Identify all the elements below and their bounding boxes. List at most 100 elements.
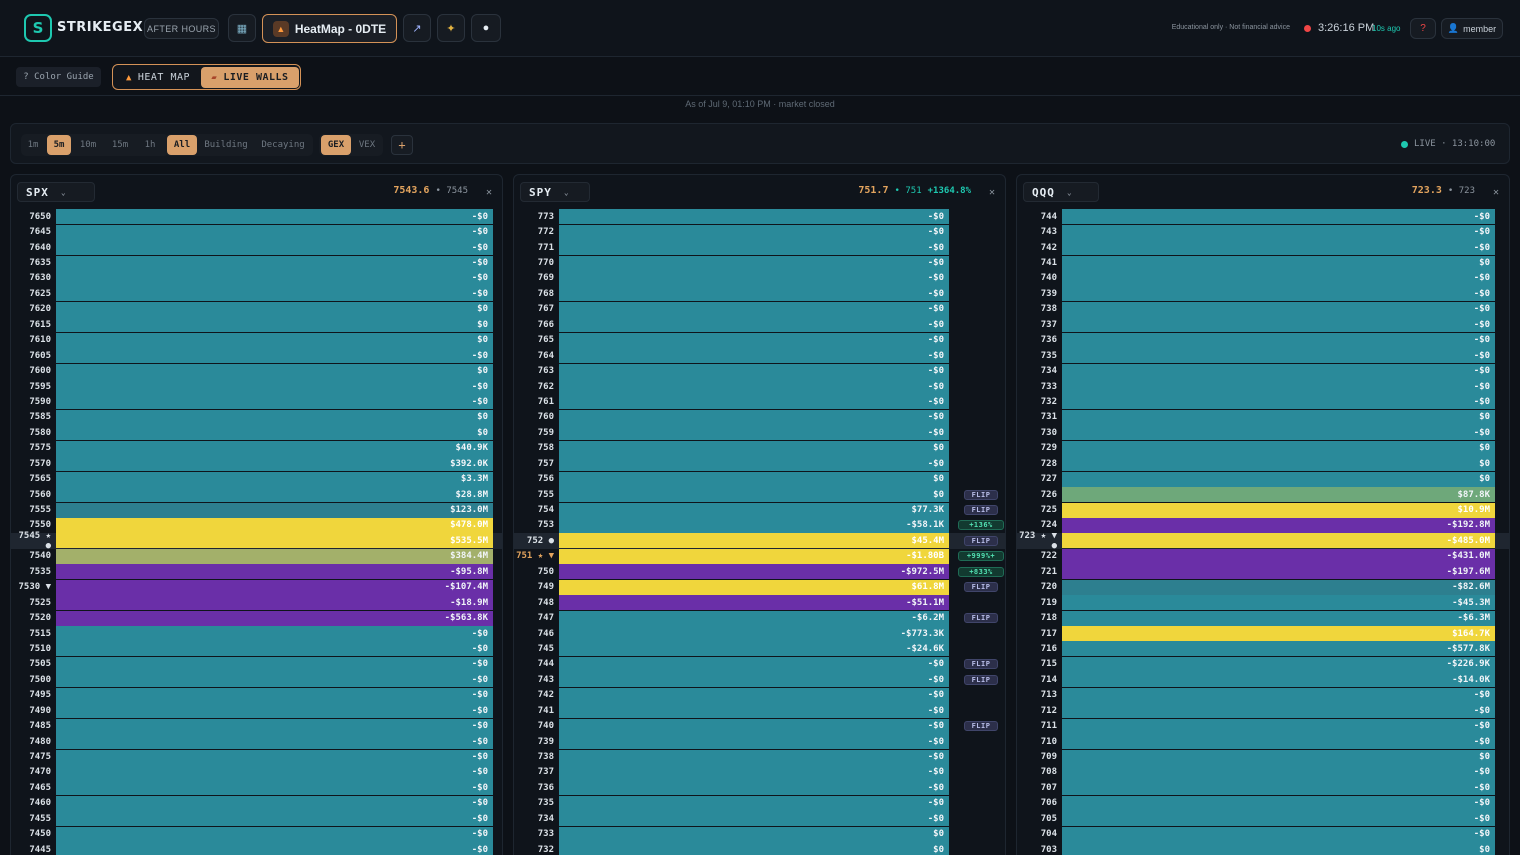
- strike-row[interactable]: 7500 -$0: [11, 672, 502, 688]
- strike-row[interactable]: 7610 $0: [11, 332, 502, 348]
- strike-row[interactable]: 730 -$0: [1017, 425, 1509, 441]
- strike-row[interactable]: 727 $0: [1017, 471, 1509, 487]
- strike-row[interactable]: 738 -$0: [1017, 301, 1509, 317]
- strike-row[interactable]: 7575 $40.9K: [11, 440, 502, 456]
- strike-row[interactable]: 733 -$0: [1017, 379, 1509, 395]
- strike-row[interactable]: 7560 $28.8M: [11, 487, 502, 503]
- strike-row[interactable]: 708 -$0: [1017, 764, 1509, 780]
- circle-tool-button[interactable]: ●: [471, 14, 501, 42]
- strike-row[interactable]: 754 $77.3K FLIP: [514, 502, 1005, 518]
- close-icon[interactable]: ✕: [1492, 187, 1499, 198]
- strike-row[interactable]: 7645 -$0: [11, 224, 502, 240]
- strike-row[interactable]: 760 -$0: [514, 409, 1005, 425]
- strike-row[interactable]: 7565 $3.3M: [11, 471, 502, 487]
- sparkle-tool-button[interactable]: ✦: [437, 14, 465, 42]
- strike-row[interactable]: 716 -$577.8K: [1017, 641, 1509, 657]
- book-button[interactable]: ▦: [228, 14, 256, 42]
- strike-row[interactable]: 7605 -$0: [11, 348, 502, 364]
- strike-row[interactable]: 7510 -$0: [11, 641, 502, 657]
- strike-row[interactable]: 7555 $123.0M: [11, 502, 502, 518]
- strike-row[interactable]: 709 $0: [1017, 749, 1509, 765]
- strike-row[interactable]: 746 -$773.3K: [514, 626, 1005, 642]
- strike-row[interactable]: 7470 -$0: [11, 764, 502, 780]
- strike-row[interactable]: 724 -$192.8M: [1017, 517, 1509, 533]
- add-panel-button[interactable]: +: [391, 135, 413, 155]
- strike-row[interactable]: 751 ★ ▼ -$1.80B +999%+: [514, 548, 1005, 564]
- strike-row[interactable]: 7590 -$0: [11, 394, 502, 410]
- strike-row[interactable]: 7490 -$0: [11, 703, 502, 719]
- strike-row[interactable]: 755 $0 FLIP: [514, 487, 1005, 503]
- strike-row[interactable]: 738 -$0: [514, 749, 1005, 765]
- symbol-select[interactable]: SPY ⌄: [520, 182, 590, 202]
- strike-row[interactable]: 7635 -$0: [11, 255, 502, 271]
- strike-row[interactable]: 756 $0: [514, 471, 1005, 487]
- strike-row[interactable]: 740 -$0: [1017, 270, 1509, 286]
- strike-row[interactable]: 7585 $0: [11, 409, 502, 425]
- strike-row[interactable]: 739 -$0: [1017, 286, 1509, 302]
- strike-row[interactable]: 773 -$0: [514, 209, 1005, 225]
- strike-row[interactable]: 763 -$0: [514, 363, 1005, 379]
- strike-row[interactable]: 753 -$58.1K +136%: [514, 517, 1005, 533]
- strike-row[interactable]: 729 $0: [1017, 440, 1509, 456]
- strike-row[interactable]: 722 -$431.0M: [1017, 548, 1509, 564]
- strike-row[interactable]: 7580 $0: [11, 425, 502, 441]
- strike-row[interactable]: 721 -$197.6M: [1017, 564, 1509, 580]
- strike-row[interactable]: 725 $10.9M: [1017, 502, 1509, 518]
- strike-row[interactable]: 7450 -$0: [11, 826, 502, 842]
- strike-row[interactable]: 767 -$0: [514, 301, 1005, 317]
- strike-row[interactable]: 732 $0: [514, 842, 1005, 855]
- tab-live-walls[interactable]: ▰ LIVE WALLS: [201, 67, 299, 88]
- strike-row[interactable]: 742 -$0: [1017, 240, 1509, 256]
- strike-row[interactable]: 7570 $392.0K: [11, 456, 502, 472]
- greek-gex[interactable]: GEX: [321, 135, 351, 155]
- strike-row[interactable]: 712 -$0: [1017, 703, 1509, 719]
- strike-row[interactable]: 7485 -$0: [11, 718, 502, 734]
- filter-all[interactable]: All: [167, 135, 197, 155]
- strike-row[interactable]: 736 -$0: [514, 780, 1005, 796]
- timeframe-1h[interactable]: 1h: [144, 140, 156, 150]
- strike-row[interactable]: 736 -$0: [1017, 332, 1509, 348]
- strike-row[interactable]: 7600 $0: [11, 363, 502, 379]
- strike-row[interactable]: 7650 -$0: [11, 209, 502, 225]
- strike-row[interactable]: 7520 -$563.8K: [11, 610, 502, 626]
- strike-row[interactable]: 761 -$0: [514, 394, 1005, 410]
- strike-row[interactable]: 744 -$0: [1017, 209, 1509, 225]
- strike-row[interactable]: 740 -$0 FLIP: [514, 718, 1005, 734]
- strike-row[interactable]: 719 -$45.3M: [1017, 595, 1509, 611]
- strike-row[interactable]: 7515 -$0: [11, 626, 502, 642]
- strike-row[interactable]: 771 -$0: [514, 240, 1005, 256]
- strike-row[interactable]: 748 -$51.1M: [514, 595, 1005, 611]
- strike-row[interactable]: 733 $0: [514, 826, 1005, 842]
- timeframe-15m[interactable]: 15m: [111, 140, 129, 150]
- strike-row[interactable]: 726 $87.8K: [1017, 487, 1509, 503]
- strike-row[interactable]: 7460 -$0: [11, 795, 502, 811]
- strike-row[interactable]: 7530 ▼ -$107.4M: [11, 579, 502, 595]
- strike-row[interactable]: 752 ● $45.4M FLIP: [514, 533, 1005, 549]
- strike-row[interactable]: 7475 -$0: [11, 749, 502, 765]
- strike-row[interactable]: 7620 $0: [11, 301, 502, 317]
- strike-row[interactable]: 768 -$0: [514, 286, 1005, 302]
- strike-row[interactable]: 750 -$972.5M +833%: [514, 564, 1005, 580]
- strike-row[interactable]: 7545 ★ ● $535.5M: [11, 531, 502, 551]
- strike-row[interactable]: 769 -$0: [514, 270, 1005, 286]
- strike-row[interactable]: 764 -$0: [514, 348, 1005, 364]
- strike-row[interactable]: 772 -$0: [514, 224, 1005, 240]
- strike-row[interactable]: 744 -$0 FLIP: [514, 656, 1005, 672]
- strike-row[interactable]: 7550 $478.0M: [11, 517, 502, 533]
- strike-row[interactable]: 723 ★ ▼ ● -$485.0M: [1017, 531, 1509, 551]
- strike-row[interactable]: 758 $0: [514, 440, 1005, 456]
- strike-row[interactable]: 735 -$0: [1017, 348, 1509, 364]
- timeframe-10m[interactable]: 10m: [79, 140, 97, 150]
- greek-vex[interactable]: VEX: [358, 140, 376, 150]
- strike-row[interactable]: 706 -$0: [1017, 795, 1509, 811]
- strike-row[interactable]: 710 -$0: [1017, 734, 1509, 750]
- strike-row[interactable]: 743 -$0 FLIP: [514, 672, 1005, 688]
- strike-row[interactable]: 757 -$0: [514, 456, 1005, 472]
- strike-row[interactable]: 715 -$226.9K: [1017, 656, 1509, 672]
- strike-row[interactable]: 7505 -$0: [11, 656, 502, 672]
- color-guide-button[interactable]: ? Color Guide: [16, 67, 101, 87]
- strike-row[interactable]: 7455 -$0: [11, 811, 502, 827]
- strike-row[interactable]: 765 -$0: [514, 332, 1005, 348]
- strike-row[interactable]: 762 -$0: [514, 379, 1005, 395]
- strike-row[interactable]: 7540 $384.4M: [11, 548, 502, 564]
